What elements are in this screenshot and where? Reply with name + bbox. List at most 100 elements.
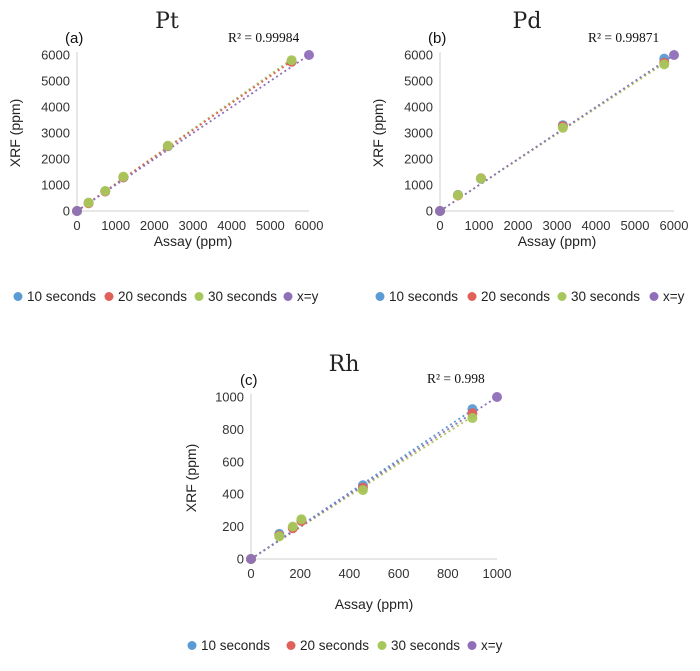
legend-marker-10-seconds bbox=[375, 292, 385, 301]
panel-label: (a) bbox=[65, 30, 83, 47]
legend-label: 20 seconds bbox=[300, 638, 369, 653]
r-squared-label: R² = 0.99984 bbox=[228, 30, 300, 45]
legend-label: 10 seconds bbox=[27, 289, 96, 304]
point-30-seconds bbox=[557, 122, 568, 133]
y-tick-label: 1000 bbox=[404, 178, 433, 193]
x-tick-label: 1000 bbox=[483, 566, 512, 581]
chart-rh: Rh (c) R² = 0.998 0 200 400 600 800 1000 0 200 400 6… bbox=[183, 352, 511, 653]
y-tick-label: 800 bbox=[222, 422, 244, 437]
legend-marker-10-seconds bbox=[13, 292, 23, 301]
y-tick-label: 5000 bbox=[404, 74, 433, 89]
y-tick-label: 1000 bbox=[215, 390, 244, 405]
y-tick-label: 6000 bbox=[404, 48, 433, 63]
legend-label: 30 seconds bbox=[571, 289, 640, 304]
x-axis-label: Assay (ppm) bbox=[518, 233, 597, 249]
x-tick-label: 0 bbox=[436, 218, 443, 233]
y-axis-label: XRF (ppm) bbox=[183, 444, 199, 512]
legend-label: 20 seconds bbox=[118, 289, 187, 304]
x-tick-label: 3000 bbox=[543, 218, 572, 233]
chart-title: Pt bbox=[155, 9, 179, 34]
x-tick-label: 800 bbox=[437, 566, 459, 581]
legend-label: 10 seconds bbox=[201, 638, 270, 653]
x-tick-label: 4000 bbox=[217, 218, 246, 233]
panel-label: (b) bbox=[428, 30, 446, 47]
r-squared-label: R² = 0.998 bbox=[427, 371, 485, 386]
point-xeqy bbox=[435, 206, 445, 216]
point-xeqy bbox=[304, 50, 314, 60]
panel-label: (c) bbox=[240, 372, 258, 389]
x-tick-label: 2000 bbox=[504, 218, 533, 233]
x-tick-label: 3000 bbox=[179, 218, 208, 233]
x-tick-label: 200 bbox=[289, 566, 311, 581]
y-tick-label: 0 bbox=[237, 552, 244, 567]
x-axis-label: Assay (ppm) bbox=[154, 233, 233, 249]
chart-title: Pd bbox=[513, 9, 542, 34]
x-tick-label: 5000 bbox=[256, 218, 285, 233]
trendline-xeqy bbox=[76, 54, 310, 212]
legend-marker-20-seconds bbox=[286, 641, 296, 650]
point-30-seconds bbox=[452, 190, 463, 201]
point-xeqy bbox=[246, 554, 256, 564]
y-tick-label: 3000 bbox=[41, 126, 70, 141]
legend-marker-10-seconds bbox=[187, 641, 197, 650]
point-30-seconds bbox=[286, 55, 297, 66]
point-30-seconds bbox=[475, 173, 486, 184]
x-tick-label: 1000 bbox=[101, 218, 130, 233]
legend: 10 seconds 20 seconds 30 seconds x=y bbox=[187, 638, 503, 653]
legend-label: 10 seconds bbox=[389, 289, 458, 304]
x-tick-label: 400 bbox=[339, 566, 361, 581]
point-30-seconds bbox=[296, 514, 307, 525]
legend-marker-20-seconds bbox=[467, 292, 477, 301]
x-axis-label: Assay (ppm) bbox=[335, 596, 414, 612]
point-30-seconds bbox=[118, 171, 129, 182]
y-axis-label: XRF (ppm) bbox=[7, 99, 23, 167]
point-30-seconds bbox=[274, 531, 285, 542]
legend-marker-30-seconds bbox=[377, 641, 387, 650]
legend: 10 seconds 20 seconds 30 seconds x=y bbox=[375, 289, 685, 304]
chart-pd: Pd (b) R² = 0.99871 0 1000 2000 3000 4000 5000 60… bbox=[370, 9, 688, 304]
x-tick-label: 600 bbox=[388, 566, 410, 581]
point-xeqy bbox=[669, 50, 679, 60]
legend-marker-30-seconds bbox=[557, 292, 567, 301]
y-tick-label: 2000 bbox=[404, 152, 433, 167]
legend-marker-20-seconds bbox=[104, 292, 114, 301]
y-axis-label: XRF (ppm) bbox=[370, 99, 386, 167]
chart-pt: Pt (a) R² = 0.99984 0 1000 2000 3000 4000 5000 60… bbox=[7, 9, 323, 304]
point-30-seconds bbox=[83, 197, 94, 208]
y-tick-label: 600 bbox=[222, 454, 244, 469]
legend-label: 20 seconds bbox=[481, 289, 550, 304]
y-tick-label: 200 bbox=[222, 519, 244, 534]
legend-label: 30 seconds bbox=[208, 289, 277, 304]
legend-marker-xeqy bbox=[467, 641, 477, 650]
legend-marker-30-seconds bbox=[194, 292, 204, 301]
x-tick-label: 0 bbox=[247, 566, 254, 581]
point-30-seconds bbox=[467, 413, 478, 424]
legend-label: x=y bbox=[481, 638, 503, 653]
y-tick-label: 5000 bbox=[41, 74, 70, 89]
y-tick-label: 6000 bbox=[41, 48, 70, 63]
y-tick-label: 2000 bbox=[41, 152, 70, 167]
legend-label: 30 seconds bbox=[391, 638, 460, 653]
x-tick-label: 0 bbox=[73, 218, 80, 233]
y-tick-label: 400 bbox=[222, 487, 244, 502]
x-tick-label: 6000 bbox=[295, 218, 324, 233]
legend-marker-xeqy bbox=[649, 292, 659, 301]
x-tick-label: 4000 bbox=[582, 218, 611, 233]
y-tick-label: 4000 bbox=[41, 100, 70, 115]
legend: 10 seconds 20 seconds 30 seconds x=y bbox=[13, 289, 319, 304]
trendline-xeqy bbox=[250, 396, 498, 560]
y-tick-label: 0 bbox=[63, 204, 70, 219]
trendline-20-seconds bbox=[76, 60, 293, 212]
y-tick-label: 0 bbox=[426, 204, 433, 219]
x-tick-label: 5000 bbox=[621, 218, 650, 233]
trendline-xeqy bbox=[439, 54, 675, 212]
x-tick-label: 2000 bbox=[140, 218, 169, 233]
y-tick-label: 4000 bbox=[404, 100, 433, 115]
legend-marker-xeqy bbox=[283, 292, 293, 301]
point-xeqy bbox=[492, 392, 502, 402]
chart-title: Rh bbox=[329, 352, 360, 377]
point-30-seconds bbox=[357, 485, 368, 496]
point-30-seconds bbox=[659, 59, 670, 70]
legend-label: x=y bbox=[663, 289, 685, 304]
